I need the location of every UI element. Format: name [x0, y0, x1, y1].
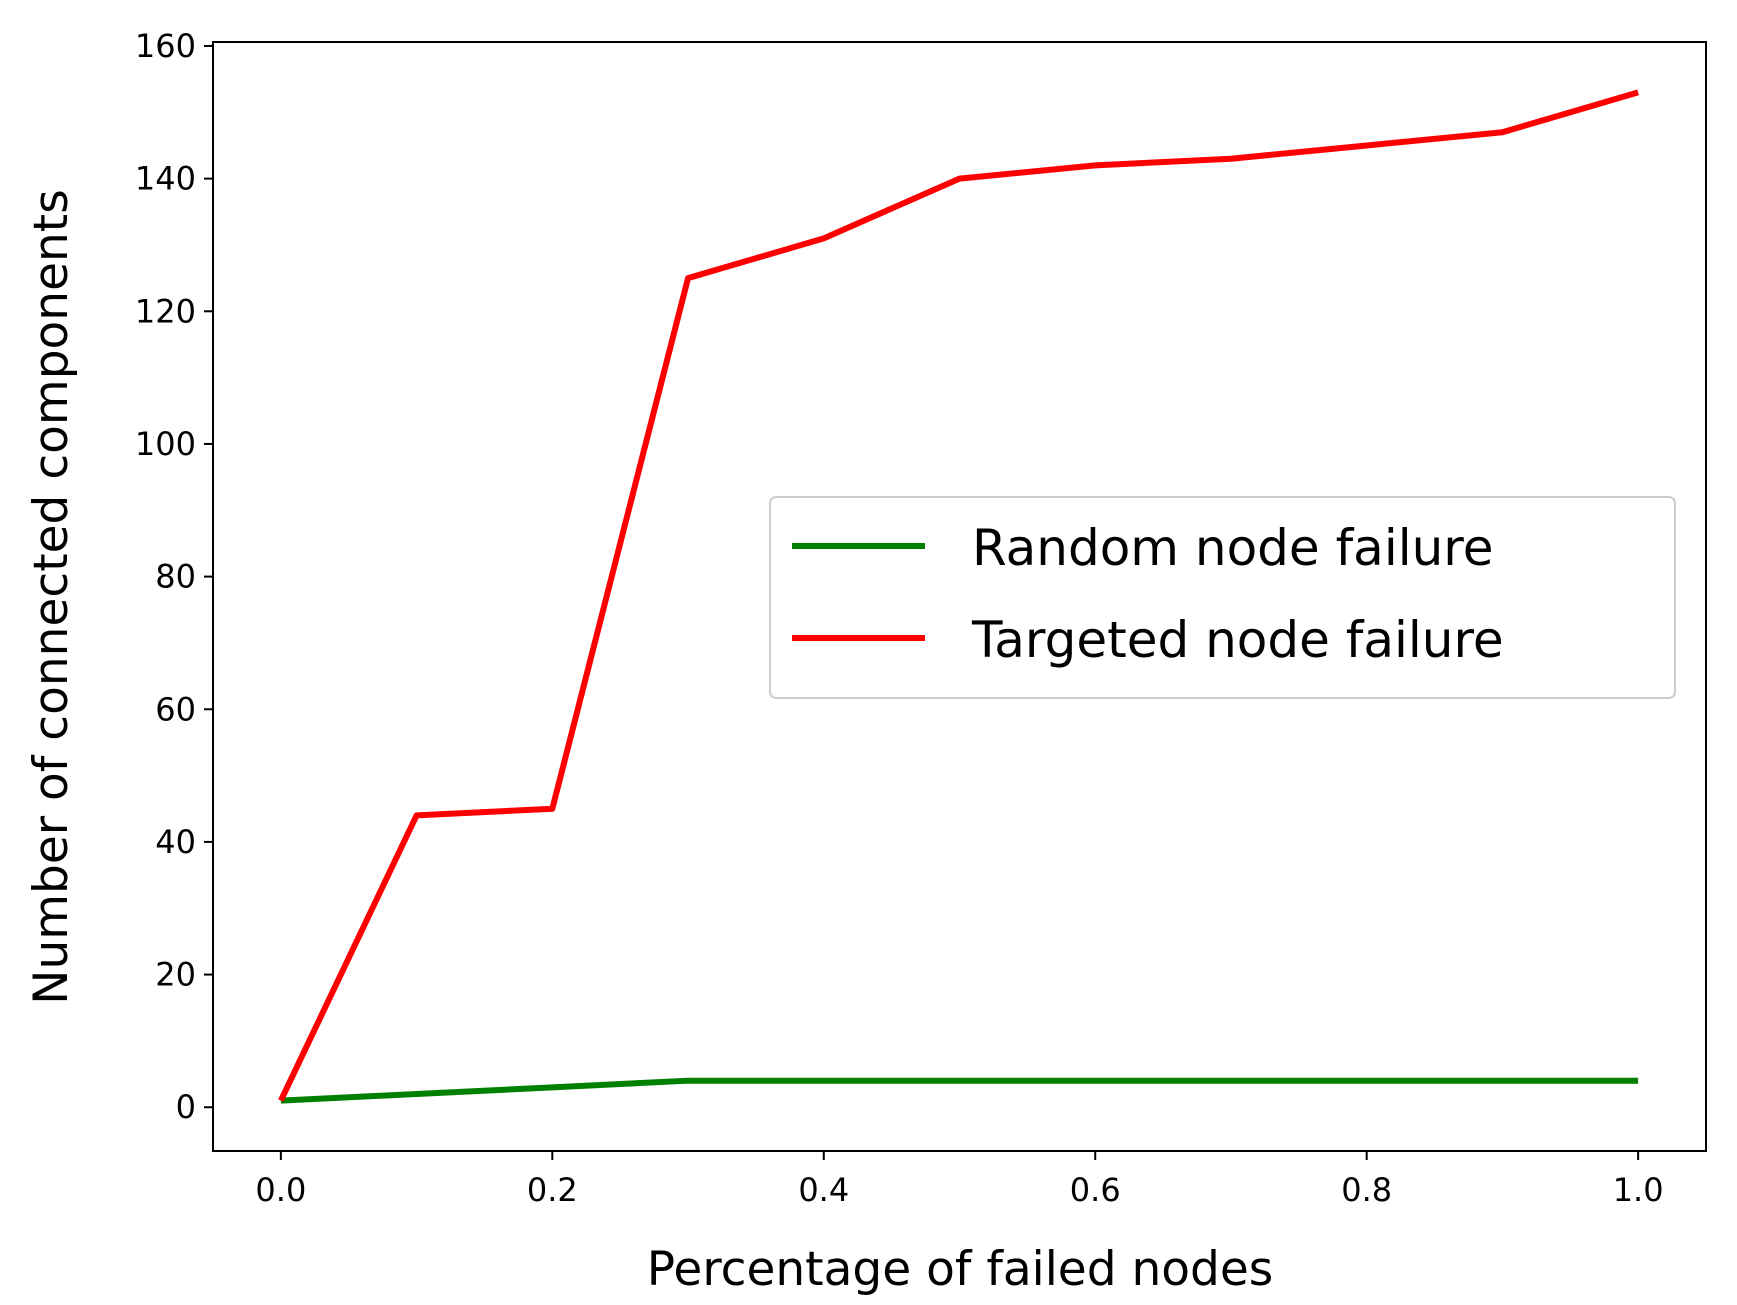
- y-tick-label: 20: [155, 956, 196, 994]
- legend-label-targeted: Targeted node failure: [971, 611, 1504, 669]
- legend: Random node failure Targeted node failur…: [769, 496, 1676, 699]
- x-tick-label: 1.0: [1613, 1171, 1664, 1209]
- x-axis-label: Percentage of failed nodes: [647, 1242, 1274, 1297]
- y-axis: 0 20 40 60 80 100 120 140 160: [135, 27, 213, 1126]
- x-tick-label: 0.6: [1070, 1171, 1121, 1209]
- legend-box: [769, 496, 1676, 699]
- x-axis: 0.0 0.2 0.4 0.6 0.8 1.0: [255, 1151, 1664, 1209]
- series-random-node-failure: [280, 1077, 1639, 1104]
- y-tick-label: 100: [135, 425, 196, 463]
- plot-frame: [212, 41, 1707, 1152]
- series-layer: [278, 89, 1639, 1104]
- y-tick-label: 160: [135, 27, 196, 65]
- y-tick-label: 120: [135, 292, 196, 330]
- legend-label-random: Random node failure: [972, 519, 1494, 577]
- x-tick-label: 0.4: [798, 1171, 849, 1209]
- y-tick-label: 80: [155, 558, 196, 596]
- x-tick-label: 0.8: [1341, 1171, 1392, 1209]
- x-tick-label: 0.0: [255, 1171, 306, 1209]
- y-tick-label: 140: [135, 160, 196, 198]
- series-targeted-node-failure: [278, 89, 1639, 1102]
- y-tick-label: 40: [155, 823, 196, 861]
- y-tick-label: 0: [176, 1088, 196, 1126]
- y-tick-label: 60: [155, 690, 196, 728]
- y-axis-label: Number of connected components: [24, 189, 79, 1004]
- x-tick-label: 0.2: [527, 1171, 578, 1209]
